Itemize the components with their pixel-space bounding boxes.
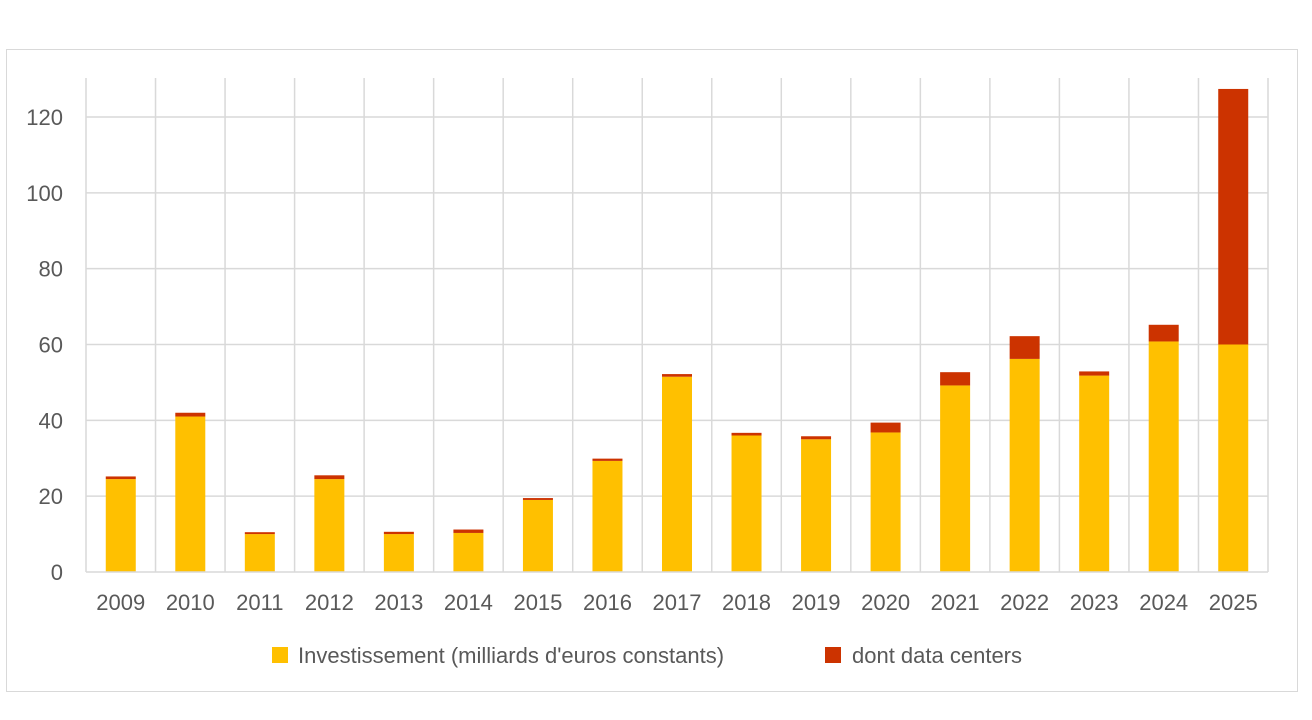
- bars: [105, 88, 1249, 572]
- x-tick-label: 2024: [1139, 590, 1188, 615]
- bar-investissement-2017: [662, 376, 692, 572]
- x-tick-label: 2023: [1070, 590, 1119, 615]
- bar-investissement-2025: [1218, 344, 1249, 572]
- bar-data-centers-2011: [244, 532, 275, 535]
- bar-data-centers-2022: [1009, 336, 1040, 359]
- bar-data-centers-2018: [731, 432, 762, 436]
- bar-data-centers-2015: [522, 498, 553, 500]
- legend-swatch-data-centers: [825, 647, 841, 663]
- bar-data-centers-2013: [383, 531, 414, 535]
- bar-data-centers-2023: [1079, 371, 1110, 376]
- bar-data-centers-2009: [105, 476, 136, 480]
- x-tick-label: 2010: [166, 590, 215, 615]
- bar-investissement-2018: [731, 435, 762, 572]
- x-tick-label: 2022: [1000, 590, 1049, 615]
- bar-investissement-2021: [940, 385, 971, 572]
- x-tick-label: 2021: [931, 590, 980, 615]
- bar-investissement-2016: [592, 460, 623, 572]
- bar-investissement-2009: [105, 479, 136, 572]
- x-tick-label: 2012: [305, 590, 354, 615]
- axes: 0 20 40 60 80 100 120 2009 2010 2011 2012 2013 2014 2…: [26, 105, 1268, 615]
- y-tick-label: 120: [26, 105, 63, 130]
- x-tick-label: 2019: [792, 590, 841, 615]
- bar-data-centers-2025: [1218, 88, 1249, 345]
- bar-data-centers-2014: [453, 529, 484, 533]
- bar-investissement-2012: [314, 479, 345, 572]
- bar-investissement-2010: [175, 416, 206, 572]
- bar-investissement-2011: [244, 534, 275, 572]
- bar-data-centers-2017: [662, 374, 692, 377]
- bar-data-centers-2020: [870, 422, 901, 433]
- legend-swatch-investissement: [272, 647, 288, 663]
- bar-investissement-2014: [453, 532, 484, 572]
- legend: Investissement (milliards d'euros consta…: [272, 643, 1022, 668]
- grid-lines: [85, 78, 1269, 572]
- x-tick-label: 2016: [583, 590, 632, 615]
- y-tick-label: 100: [26, 181, 63, 206]
- x-tick-label: 2015: [513, 590, 562, 615]
- y-tick-label: 80: [39, 257, 63, 282]
- bar-investissement-2015: [522, 499, 553, 572]
- bar-data-centers-2010: [175, 412, 206, 417]
- bar-investissement-2019: [801, 439, 832, 572]
- bar-data-centers-2019: [801, 436, 832, 440]
- y-tick-label: 40: [39, 408, 63, 433]
- x-tick-label: 2025: [1209, 590, 1258, 615]
- bar-investissement-2013: [383, 534, 414, 572]
- bar-investissement-2024: [1148, 341, 1179, 572]
- x-tick-label: 2013: [374, 590, 423, 615]
- bar-investissement-2020: [870, 432, 901, 572]
- x-tick-label: 2014: [444, 590, 493, 615]
- bar-investissement-2023: [1079, 375, 1110, 572]
- x-tick-label: 2017: [653, 590, 702, 615]
- legend-label-data-centers: dont data centers: [852, 643, 1022, 668]
- bar-data-centers-2012: [314, 475, 345, 480]
- x-tick-label: 2009: [96, 590, 145, 615]
- x-tick-label: 2011: [236, 590, 283, 615]
- bar-data-centers-2016: [592, 458, 623, 461]
- y-tick-label: 0: [51, 560, 63, 585]
- legend-label-investissement: Investissement (milliards d'euros consta…: [298, 643, 724, 668]
- y-tick-label: 60: [39, 333, 63, 358]
- bar-data-centers-2024: [1148, 324, 1179, 342]
- x-tick-label: 2018: [722, 590, 771, 615]
- chart-frame: [6, 49, 1298, 692]
- y-tick-label: 20: [39, 484, 63, 509]
- x-tick-label: 2020: [861, 590, 910, 615]
- bar-data-centers-2021: [940, 372, 971, 386]
- bar-investissement-2022: [1009, 358, 1040, 572]
